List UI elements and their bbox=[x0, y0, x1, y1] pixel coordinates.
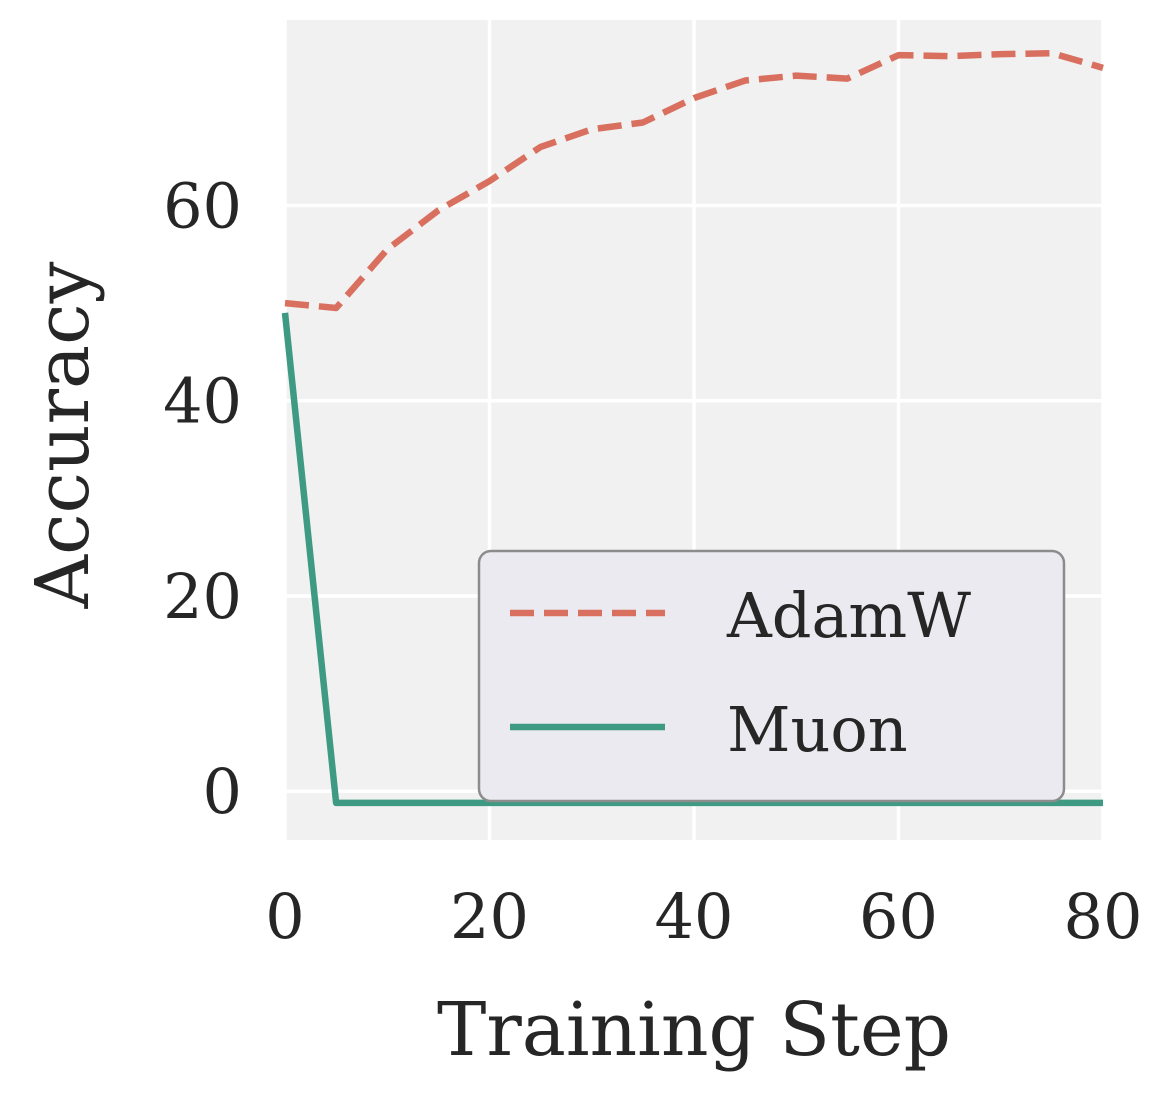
y-tick-label: 0 bbox=[203, 755, 242, 828]
x-tick-label: 0 bbox=[265, 880, 304, 953]
x-tick-labels: 0 20 40 60 80 bbox=[265, 880, 1142, 953]
legend-label-adamw: AdamW bbox=[726, 579, 971, 652]
x-tick-label: 80 bbox=[1064, 880, 1143, 953]
x-tick-label: 40 bbox=[655, 880, 734, 953]
x-axis-label: Training Step bbox=[437, 987, 951, 1073]
series-line-adamw bbox=[284, 49, 1104, 312]
y-tick-label: 20 bbox=[163, 560, 242, 633]
legend-label-muon: Muon bbox=[727, 693, 908, 766]
y-tick-labels: 0 20 40 60 bbox=[163, 169, 242, 828]
legend: AdamW Muon bbox=[477, 549, 1066, 803]
y-axis-label: Accuracy bbox=[20, 261, 106, 609]
series-line-muon bbox=[281, 312, 1103, 807]
series-lines bbox=[281, 49, 1104, 807]
y-tick-label: 40 bbox=[163, 365, 242, 438]
y-tick-label: 60 bbox=[163, 169, 242, 242]
x-tick-label: 60 bbox=[859, 880, 938, 953]
x-tick-label: 20 bbox=[450, 880, 529, 953]
